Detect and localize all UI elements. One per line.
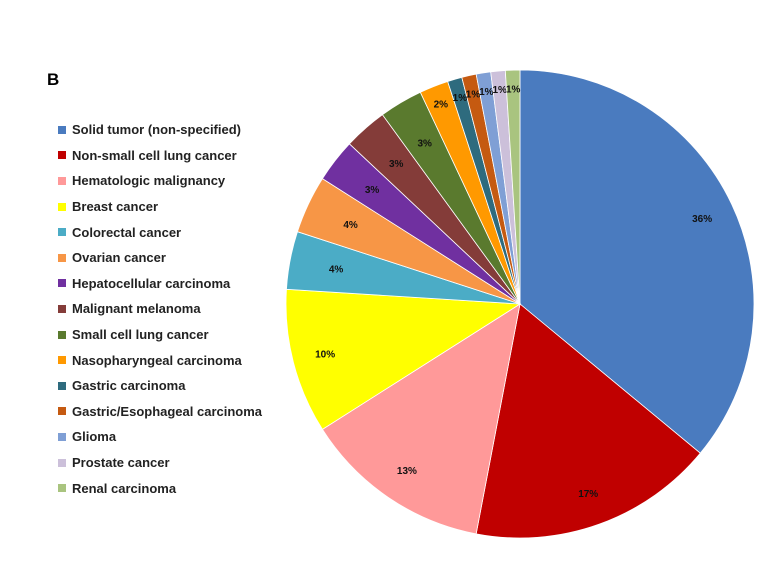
data-label: 2% [434,99,449,110]
pie-slice [285,288,522,430]
legend-label: Glioma [72,429,117,445]
legend-label: Prostate cancer [72,455,170,471]
pie-slice [519,69,755,454]
data-label: 4% [343,220,358,231]
pie-slice [321,303,521,535]
data-label: 17% [578,489,598,500]
legend-swatch [58,125,66,134]
legend-swatch [58,330,66,339]
data-label: 3% [389,159,404,170]
panel-label: B [47,70,60,89]
legend-item: Breast cancer [58,194,262,220]
legend-item: Prostate cancer [58,450,262,476]
legend-item: Malignant melanoma [58,296,262,322]
data-label: 3% [365,185,380,196]
legend-item: Solid tumor (non-specified) [58,117,262,143]
legend-label: Renal carcinoma [72,480,177,496]
legend-swatch [58,407,66,416]
legend-label: Gastric carcinoma [72,378,186,394]
data-label: 4% [329,264,344,275]
legend-swatch [58,202,66,211]
pie-slice [475,303,701,539]
legend-swatch [58,458,66,467]
legend-swatch [58,356,66,365]
data-label: 1% [492,85,507,96]
legend-swatch [58,253,66,262]
legend-swatch [58,432,66,441]
pie-slice [504,69,521,305]
legend-item: Nasopharyngeal carcinoma [58,347,262,373]
data-label: 1% [466,89,481,100]
legend-item: Glioma [58,424,262,450]
legend-label: Small cell lung cancer [72,327,209,343]
legend-label: Gastric/Esophageal carcinoma [72,403,263,419]
legend-label: Nasopharyngeal carcinoma [72,352,242,368]
legend-swatch [58,176,66,185]
data-label: 10% [315,350,335,361]
legend-item: Gastric carcinoma [58,373,262,399]
legend-swatch [58,484,66,493]
legend-item: Hepatocellular carcinoma [58,271,262,297]
legend-swatch [58,151,66,160]
legend-swatch [58,279,66,288]
legend-item: Gastric/Esophageal carcinoma [58,399,262,425]
legend-item: Hematologic malignancy [58,168,262,194]
legend-swatch [58,228,66,237]
legend-label: Ovarian cancer [72,250,166,266]
legend-label: Colorectal cancer [72,224,182,240]
legend-label: Hematologic malignancy [72,173,226,189]
legend-label: Non-small cell lung cancer [72,147,237,163]
data-label: 13% [397,466,417,477]
legend-item: Non-small cell lung cancer [58,143,262,169]
legend-item: Colorectal cancer [58,219,262,245]
data-label: 1% [479,87,494,98]
data-label: 3% [417,138,432,149]
legend-item: Ovarian cancer [58,245,262,271]
data-label: 1% [506,84,521,95]
legend-item: Renal carcinoma [58,475,262,501]
legend-item: Small cell lung cancer [58,322,262,348]
data-label: 36% [692,214,712,225]
data-label: 1% [453,93,468,104]
legend-label: Hepatocellular carcinoma [72,275,231,291]
legend-label: Malignant melanoma [72,301,201,317]
legend-label: Breast cancer [72,199,158,215]
legend: Solid tumor (non-specified) Non-small cel… [58,117,262,501]
legend-swatch [58,381,66,390]
legend-swatch [58,304,66,313]
legend-label: Solid tumor (non-specified) [72,122,241,138]
